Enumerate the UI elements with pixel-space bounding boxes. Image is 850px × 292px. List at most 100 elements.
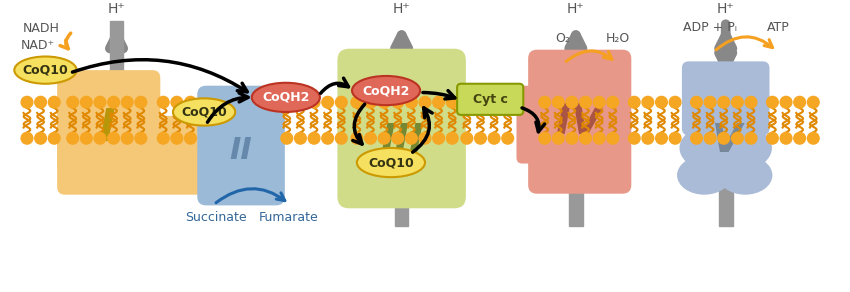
FancyBboxPatch shape: [682, 61, 769, 135]
Circle shape: [446, 132, 458, 144]
Text: CoQH2: CoQH2: [362, 84, 410, 97]
Text: NADH: NADH: [23, 22, 60, 35]
Circle shape: [705, 132, 716, 144]
Circle shape: [405, 132, 417, 144]
Circle shape: [552, 96, 564, 108]
Circle shape: [767, 132, 779, 144]
Ellipse shape: [718, 156, 773, 195]
Circle shape: [35, 96, 47, 108]
Circle shape: [552, 132, 564, 144]
Text: H⁺: H⁺: [717, 2, 734, 16]
FancyBboxPatch shape: [197, 86, 285, 205]
Circle shape: [351, 96, 363, 108]
Circle shape: [157, 132, 169, 144]
Circle shape: [732, 96, 743, 108]
Circle shape: [642, 132, 654, 144]
Text: ATP: ATP: [767, 21, 790, 34]
Circle shape: [135, 96, 147, 108]
Ellipse shape: [679, 121, 772, 175]
Circle shape: [81, 96, 92, 108]
Bar: [569, 95, 582, 226]
Circle shape: [309, 96, 320, 108]
Circle shape: [378, 96, 390, 108]
Text: H₂O: H₂O: [605, 32, 630, 45]
Circle shape: [593, 132, 605, 144]
Text: Cyt c: Cyt c: [473, 93, 507, 106]
Circle shape: [461, 132, 473, 144]
Ellipse shape: [352, 76, 420, 105]
Circle shape: [21, 132, 33, 144]
Circle shape: [281, 96, 292, 108]
Circle shape: [593, 96, 605, 108]
Circle shape: [580, 132, 592, 144]
Circle shape: [419, 96, 431, 108]
Circle shape: [309, 132, 320, 144]
Circle shape: [392, 132, 404, 144]
Circle shape: [392, 96, 404, 108]
Circle shape: [474, 96, 486, 108]
Circle shape: [539, 132, 551, 144]
Circle shape: [405, 96, 417, 108]
Circle shape: [67, 132, 78, 144]
Circle shape: [474, 132, 486, 144]
Ellipse shape: [14, 56, 76, 84]
Circle shape: [691, 132, 702, 144]
Text: ADP + Pᵢ: ADP + Pᵢ: [683, 21, 737, 34]
Text: NAD⁺: NAD⁺: [21, 39, 55, 52]
Circle shape: [122, 132, 133, 144]
Circle shape: [642, 96, 654, 108]
Circle shape: [135, 132, 147, 144]
FancyBboxPatch shape: [57, 70, 161, 173]
Circle shape: [365, 96, 377, 108]
Text: I: I: [99, 107, 115, 150]
Circle shape: [419, 132, 431, 144]
Circle shape: [732, 132, 743, 144]
Circle shape: [171, 96, 183, 108]
Circle shape: [488, 96, 500, 108]
Circle shape: [691, 96, 702, 108]
Circle shape: [566, 96, 578, 108]
Circle shape: [94, 132, 105, 144]
Text: II: II: [230, 136, 252, 165]
Text: CoQ10: CoQ10: [181, 105, 227, 119]
Text: H⁺: H⁺: [108, 2, 125, 16]
Circle shape: [433, 96, 445, 108]
Text: III: III: [380, 122, 423, 160]
FancyBboxPatch shape: [457, 84, 524, 115]
Text: H⁺: H⁺: [567, 2, 585, 16]
Circle shape: [351, 132, 363, 144]
Circle shape: [655, 132, 667, 144]
Circle shape: [108, 96, 120, 108]
Circle shape: [655, 96, 667, 108]
Circle shape: [21, 96, 33, 108]
Circle shape: [718, 96, 729, 108]
Circle shape: [171, 132, 183, 144]
Bar: [110, 22, 123, 97]
Circle shape: [48, 132, 60, 144]
Circle shape: [446, 96, 458, 108]
Circle shape: [780, 96, 792, 108]
Ellipse shape: [677, 156, 732, 195]
Circle shape: [669, 96, 681, 108]
Text: Succinate: Succinate: [185, 211, 246, 224]
Bar: [395, 95, 409, 226]
Circle shape: [705, 96, 716, 108]
Circle shape: [336, 96, 347, 108]
Bar: [719, 95, 733, 226]
Text: V: V: [711, 122, 740, 160]
Circle shape: [780, 132, 792, 144]
Circle shape: [433, 132, 445, 144]
Ellipse shape: [173, 98, 235, 126]
Text: O₂: O₂: [555, 32, 570, 45]
FancyBboxPatch shape: [337, 49, 466, 208]
Circle shape: [184, 132, 196, 144]
Circle shape: [322, 132, 333, 144]
Circle shape: [628, 132, 640, 144]
Circle shape: [378, 132, 390, 144]
Ellipse shape: [357, 148, 425, 177]
Circle shape: [767, 96, 779, 108]
Circle shape: [94, 96, 105, 108]
Circle shape: [628, 96, 640, 108]
Text: IV: IV: [555, 101, 603, 143]
Circle shape: [488, 132, 500, 144]
